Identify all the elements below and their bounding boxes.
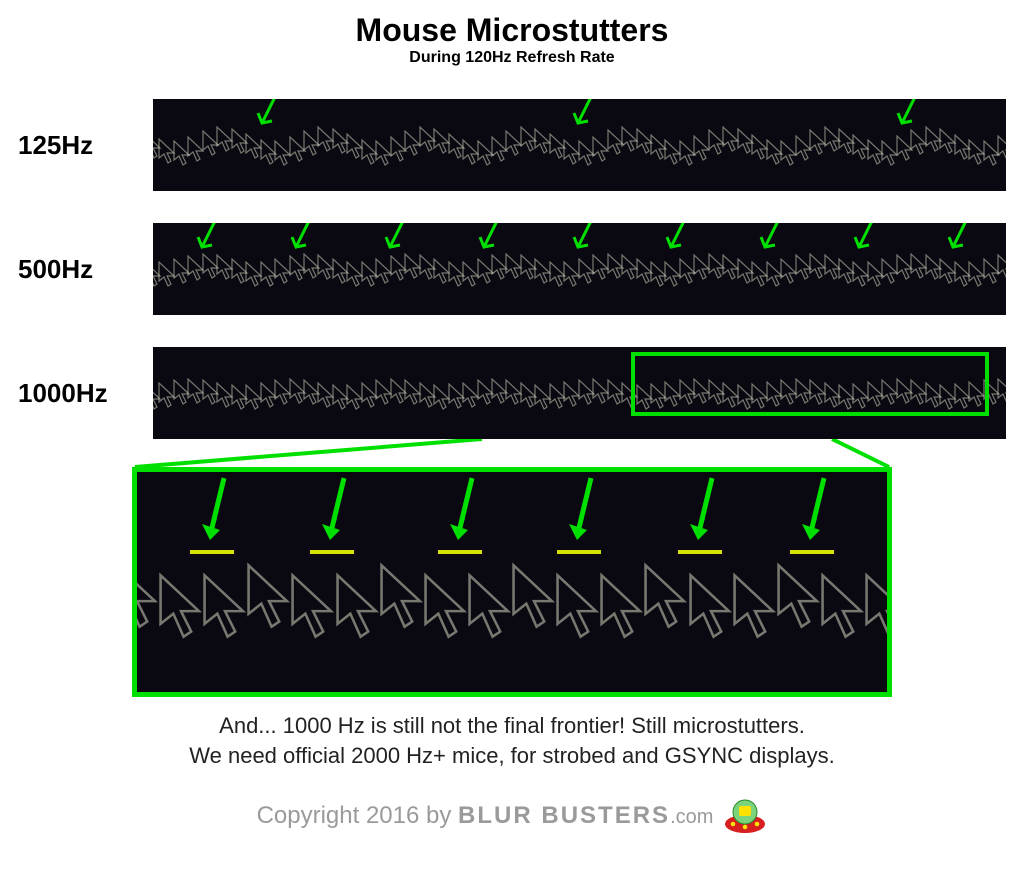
- caption-line-1: And... 1000 Hz is still not the final fr…: [0, 711, 1024, 741]
- zoom-panel: [132, 467, 892, 697]
- cursor-icon: [290, 571, 336, 641]
- caption-text: And... 1000 Hz is still not the final fr…: [0, 711, 1024, 770]
- cursor-icon: [997, 254, 1006, 280]
- cursor-icon: [379, 561, 425, 631]
- caption-line-2: We need official 2000 Hz+ mice, for stro…: [0, 741, 1024, 771]
- cursor-icon: [599, 571, 645, 641]
- tick-mark: [310, 550, 354, 554]
- cursor-icon: [688, 571, 734, 641]
- row-label: 500Hz: [18, 254, 153, 285]
- footer-brand: BLUR BUSTERS: [458, 802, 670, 829]
- page-title: Mouse Microstutters: [0, 0, 1024, 49]
- zoom-connector-lines: [132, 439, 892, 469]
- stutter-arrow-icon: [288, 223, 316, 257]
- stutter-arrow-icon: [798, 474, 832, 554]
- cursor-icon: [132, 561, 160, 631]
- row-label: 1000Hz: [18, 378, 153, 409]
- cursor-icon: [997, 378, 1006, 404]
- stutter-arrow-icon: [194, 223, 222, 257]
- zoom-wrapper: [132, 467, 892, 697]
- cursor-strip: [153, 223, 1006, 315]
- stutter-arrow-icon: [757, 223, 785, 257]
- stutter-arrow-icon: [894, 99, 922, 133]
- cursor-icon: [555, 571, 601, 641]
- cursor-icon: [511, 561, 557, 631]
- footer-prefix: Copyright 2016 by: [257, 802, 458, 829]
- comparison-row: 500Hz: [0, 223, 1024, 315]
- cursor-icon: [864, 571, 892, 641]
- cursor-icon: [643, 561, 689, 631]
- stutter-arrow-icon: [851, 223, 879, 257]
- cursor-strip: [153, 347, 1006, 439]
- cursor-icon: [732, 571, 778, 641]
- comparison-rows: 125Hz 500Hz 1000Hz: [0, 99, 1024, 439]
- cursor-icon: [467, 571, 513, 641]
- cursor-strip: [153, 99, 1006, 191]
- tick-mark: [438, 550, 482, 554]
- cursor-icon: [423, 571, 469, 641]
- footer-domain: .com: [670, 806, 713, 828]
- stutter-arrow-icon: [686, 474, 720, 554]
- footer: Copyright 2016 by BLUR BUSTERS.com: [0, 796, 1024, 836]
- stutter-arrow-icon: [382, 223, 410, 257]
- cursor-icon: [776, 561, 822, 631]
- cursor-icon: [158, 571, 204, 641]
- stutter-arrow-icon: [254, 99, 282, 133]
- cursor-icon: [335, 571, 381, 641]
- stutter-arrow-icon: [198, 474, 232, 554]
- stutter-arrow-icon: [565, 474, 599, 554]
- page-subtitle: During 120Hz Refresh Rate: [0, 49, 1024, 67]
- stutter-arrow-icon: [570, 99, 598, 133]
- tick-mark: [557, 550, 601, 554]
- row-label: 125Hz: [18, 130, 153, 161]
- tick-mark: [790, 550, 834, 554]
- stutter-arrow-icon: [446, 474, 480, 554]
- comparison-row: 125Hz: [0, 99, 1024, 191]
- stutter-arrow-icon: [318, 474, 352, 554]
- cursor-icon: [820, 571, 866, 641]
- stutter-arrow-icon: [570, 223, 598, 257]
- ufo-icon: [723, 796, 767, 836]
- comparison-row: 1000Hz: [0, 347, 1024, 439]
- cursor-icon: [202, 571, 248, 641]
- cursor-icon: [997, 135, 1006, 161]
- tick-mark: [190, 550, 234, 554]
- stutter-arrow-icon: [945, 223, 973, 257]
- stutter-arrow-icon: [476, 223, 504, 257]
- cursor-icon: [246, 561, 292, 631]
- stutter-arrow-icon: [663, 223, 691, 257]
- tick-mark: [678, 550, 722, 554]
